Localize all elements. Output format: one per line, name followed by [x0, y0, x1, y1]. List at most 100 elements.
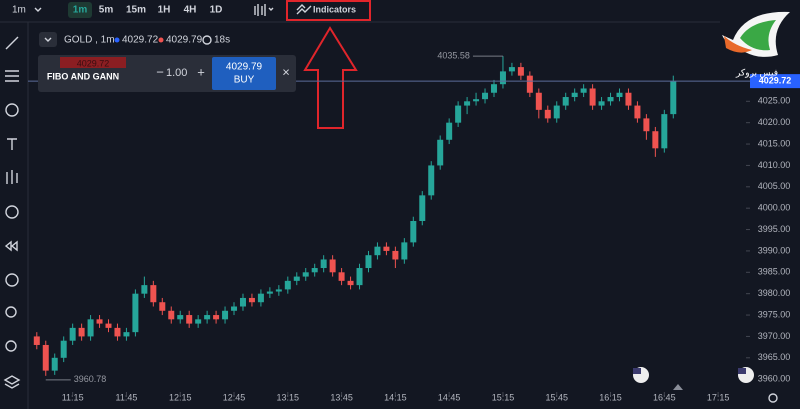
- sell-price: 4029.72: [77, 58, 110, 68]
- buy-button[interactable]: [212, 57, 276, 90]
- buy-label: BUY: [234, 75, 255, 86]
- timeframe-button[interactable]: 1D: [210, 5, 223, 16]
- sell-button[interactable]: [60, 57, 126, 71]
- candle-body: [392, 250, 399, 260]
- candle-body: [132, 293, 139, 333]
- measure-tool[interactable]: [5, 205, 19, 219]
- y-tick-label: 3965.00: [758, 352, 791, 362]
- text-tool[interactable]: [7, 138, 17, 150]
- logo-green: [740, 20, 776, 51]
- candle-body: [338, 272, 345, 281]
- candle-body: [625, 92, 632, 106]
- chevron: [34, 7, 42, 12]
- candle-body: [96, 319, 103, 324]
- fib-tool[interactable]: [5, 70, 19, 82]
- x-tick-label: 12:15: [169, 392, 192, 402]
- candle-body: [562, 97, 569, 106]
- candle-body: [177, 315, 184, 320]
- zoom-magnifier[interactable]: [5, 306, 17, 318]
- timeframe-button[interactable]: 1m: [73, 5, 88, 16]
- indicators-button[interactable]: Indicators: [313, 4, 356, 14]
- candle-body: [401, 242, 408, 260]
- candle-body: [598, 101, 605, 106]
- y-tick-label: 3970.00: [758, 331, 791, 341]
- active-timeframe-bg: [68, 2, 92, 18]
- replay-tool[interactable]: [4, 240, 18, 252]
- candle-body: [446, 122, 453, 140]
- candle-body: [553, 105, 560, 119]
- candle-body: [222, 310, 229, 320]
- candle-body: [410, 221, 417, 243]
- timer: 18s: [214, 35, 230, 46]
- logo-text: فيس بروكر: [735, 67, 778, 78]
- bid-dot: [114, 37, 120, 43]
- candle-body: [311, 268, 318, 273]
- collapse-button[interactable]: [39, 32, 57, 47]
- candle-body: [123, 332, 130, 337]
- candle-body: [473, 99, 480, 102]
- candle-body: [634, 105, 641, 119]
- candle-body: [42, 344, 49, 371]
- red-arrow: [303, 26, 358, 129]
- y-tick-label: 4000.00: [758, 203, 791, 213]
- candle-body: [78, 327, 85, 337]
- x-tick-label: 11:45: [116, 392, 138, 402]
- timeframe-button[interactable]: 1H: [158, 5, 171, 16]
- zoom-out[interactable]: [5, 340, 17, 352]
- x-tick-label: 13:15: [277, 392, 300, 402]
- candle-body: [670, 81, 677, 115]
- candle-body: [284, 280, 291, 290]
- pattern-tool[interactable]: [6, 170, 18, 184]
- amount[interactable]: 1.00: [166, 67, 187, 79]
- price-tag-label: 4029.72: [759, 75, 792, 85]
- x-tick-label: 14:45: [438, 392, 461, 402]
- layers-tool[interactable]: [3, 375, 21, 389]
- indicators-icon: [296, 4, 312, 15]
- timeframe-button[interactable]: 4H: [184, 5, 197, 16]
- candle-body: [150, 285, 157, 303]
- candle-body: [490, 84, 497, 93]
- trendline-tool[interactable]: [5, 36, 19, 50]
- y-tick-label: 4005.00: [758, 181, 791, 191]
- close-button[interactable]: ×: [282, 64, 290, 79]
- candle-body: [33, 336, 40, 345]
- y-tick-label: 4010.00: [758, 160, 791, 170]
- settings-icon[interactable]: [768, 393, 778, 403]
- y-tick-label: 3975.00: [758, 309, 791, 319]
- x-tick-label: 17:15: [707, 392, 730, 402]
- y-tick-label: 3985.00: [758, 267, 791, 277]
- chart-type-icon[interactable]: [254, 4, 266, 16]
- decrease-button[interactable]: −: [156, 64, 164, 79]
- candle-body: [571, 92, 578, 98]
- x-tick-label: 16:45: [653, 392, 676, 402]
- candle-body: [517, 67, 524, 76]
- candle-body: [275, 289, 282, 292]
- timeframe-button[interactable]: 5m: [99, 5, 114, 16]
- candle-body: [248, 297, 255, 303]
- strategy-label: FIBO AND GANN: [47, 71, 119, 81]
- x-tick-label: 13:45: [330, 392, 353, 402]
- scroll-arrow[interactable]: [673, 384, 683, 390]
- increase-button[interactable]: +: [197, 64, 205, 79]
- candle-body: [482, 92, 489, 100]
- candle-body: [195, 319, 202, 324]
- candle-body: [374, 246, 381, 256]
- candle-body: [186, 315, 193, 324]
- candle-body: [105, 323, 112, 328]
- cursor-tool[interactable]: [5, 103, 19, 117]
- y-tick-label: 3960.00: [758, 374, 791, 384]
- candle-body: [302, 272, 309, 277]
- candle-body: [455, 105, 462, 123]
- flag-canton: [633, 368, 641, 374]
- candle-body: [607, 97, 614, 102]
- candle-body: [204, 315, 211, 320]
- candle-body: [266, 291, 273, 294]
- interval-select[interactable]: 1m: [12, 5, 26, 16]
- ask-price: 4029.79: [166, 35, 203, 46]
- candle-body: [365, 255, 372, 269]
- symbol-name: GOLD , 1m: [64, 35, 115, 46]
- zoom-in[interactable]: [5, 273, 19, 287]
- timeframe-button[interactable]: 15m: [126, 5, 146, 16]
- y-tick-label: 4020.00: [758, 117, 791, 127]
